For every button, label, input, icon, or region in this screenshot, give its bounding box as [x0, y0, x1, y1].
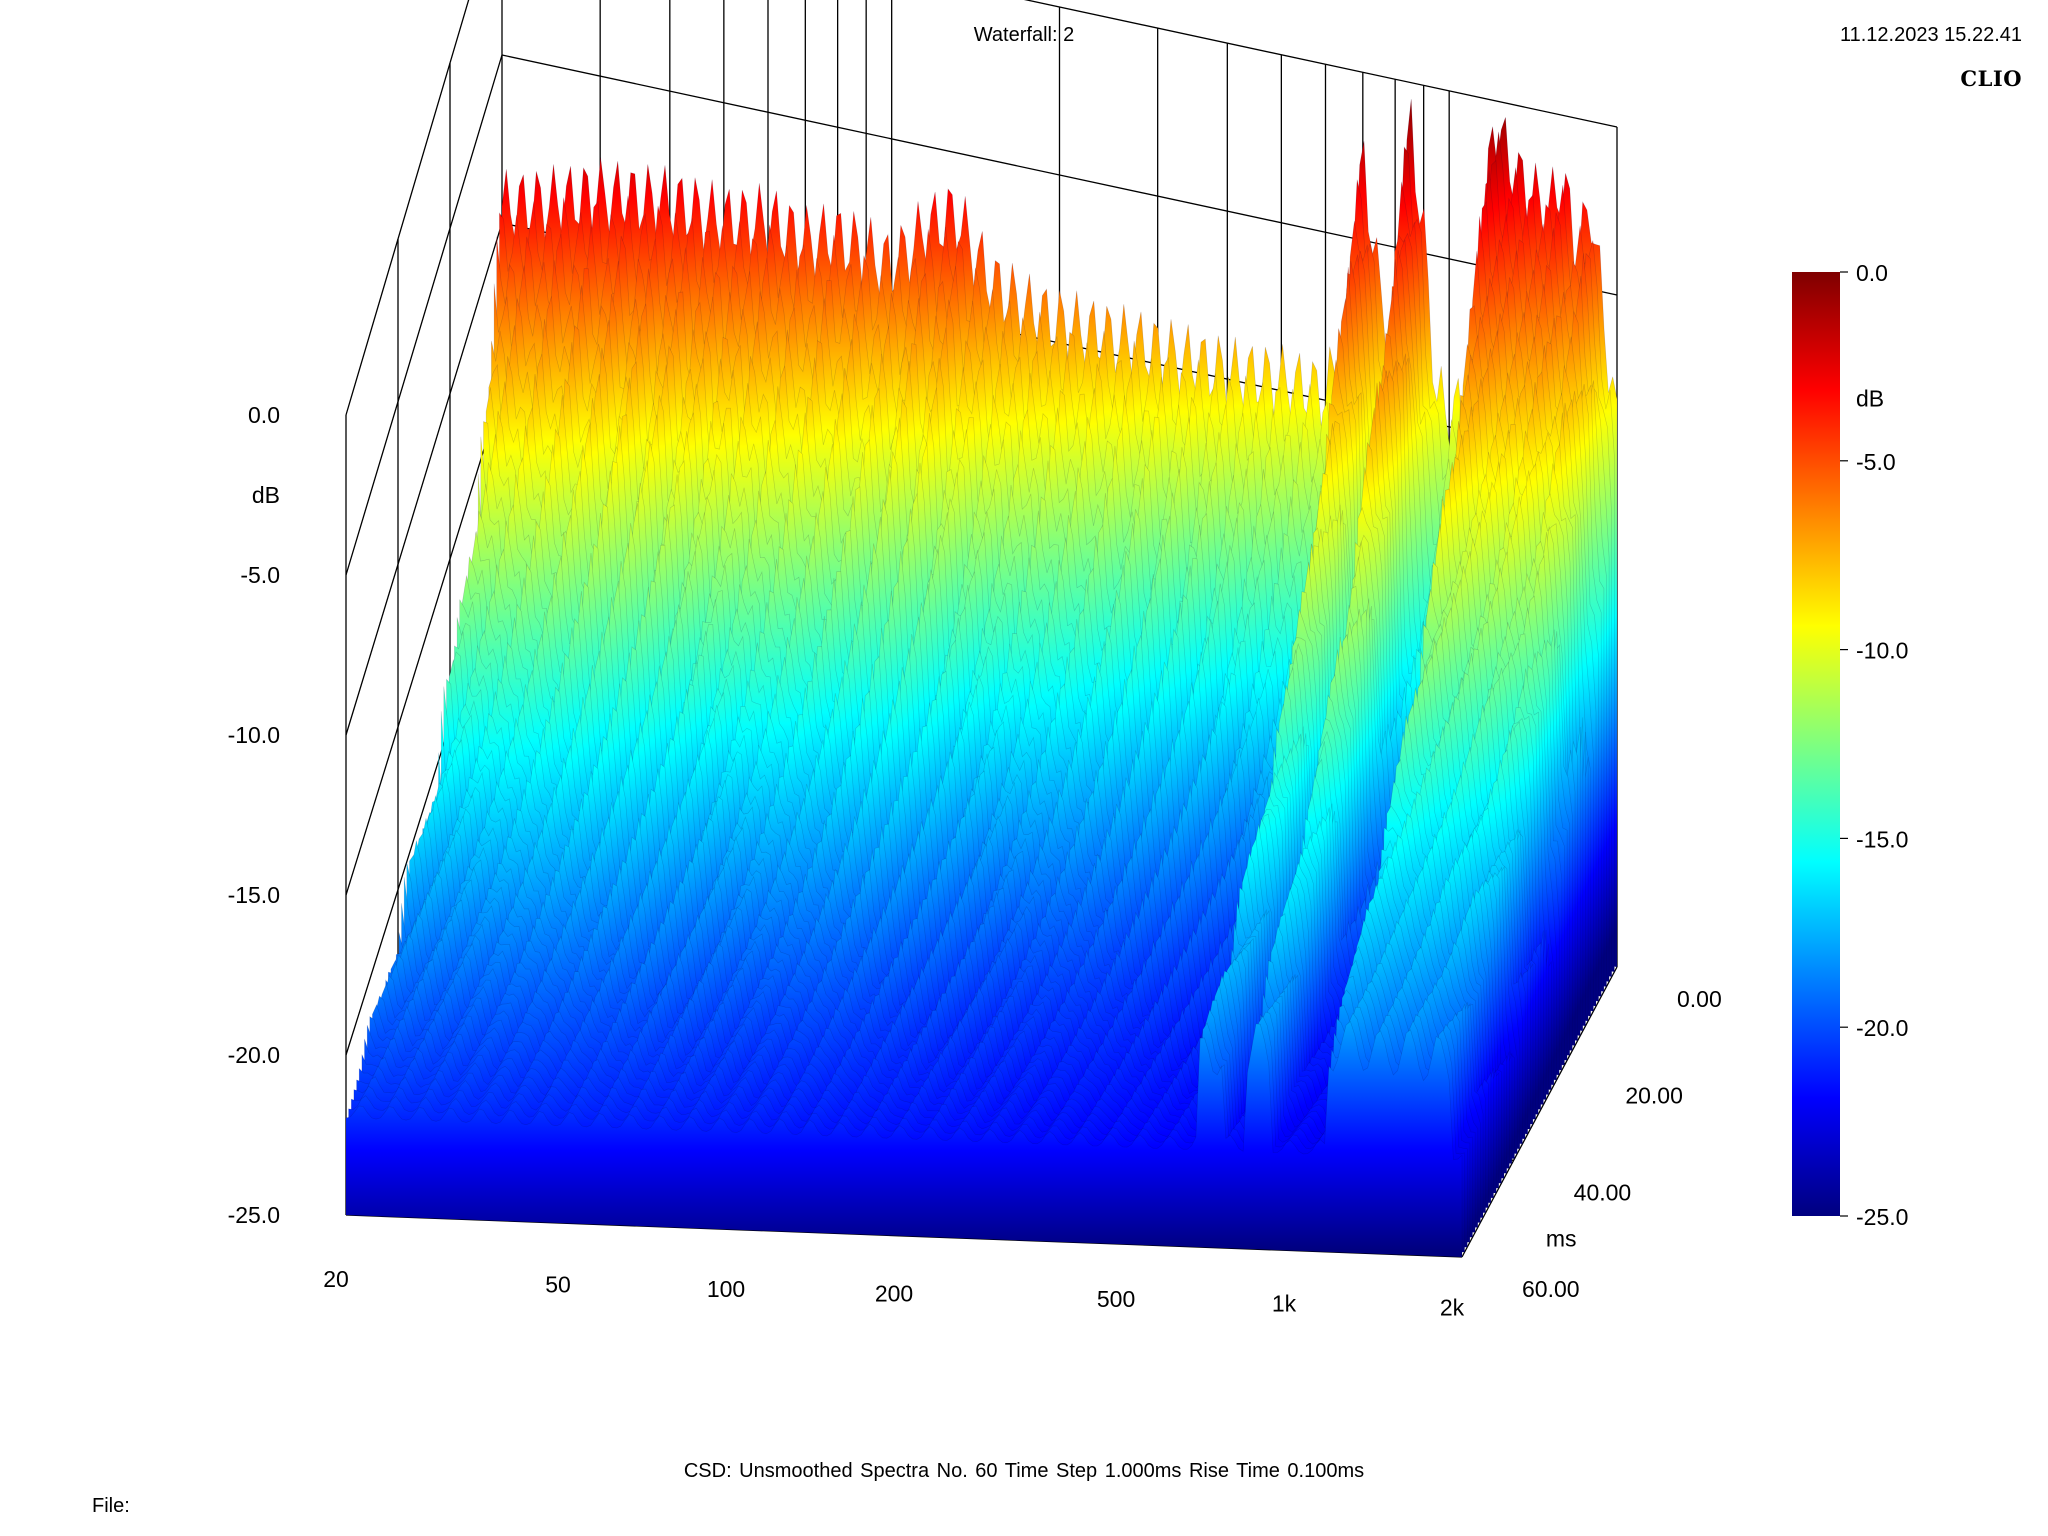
time-tick-label: 40.00: [1574, 1179, 1632, 1205]
time-tick-label: 60.00: [1522, 1276, 1580, 1302]
footer-measurement-info: CSD: Unsmoothed Spectra No. 60 Time Step…: [683, 1460, 1365, 1482]
time-axis-label: ms: [1546, 1226, 1577, 1252]
freq-tick-label: 200: [875, 1280, 913, 1306]
freq-tick-label: 2k: [1440, 1295, 1465, 1321]
time-tick-label: 0.00: [1677, 986, 1722, 1012]
db-tick-label: -25.0: [228, 1202, 280, 1228]
time-tick-label: 20.00: [1625, 1083, 1683, 1109]
db-tick-label: -5.0: [240, 562, 280, 588]
brand-logo: CLIO: [1960, 66, 2022, 91]
spectrum-slice: [345, 1020, 1463, 1258]
axis-labels: 0.0 -5.0 -10.0 -15.0 -20.0 -25.0 dB 20 50 100 200 5…: [228, 402, 1722, 1321]
colorbar-tick-label: -10.0: [1856, 638, 1908, 664]
left-top-edge: [345, 0, 470, 416]
db-tick-label: -20.0: [228, 1042, 280, 1068]
left-wall-db-gridline: [345, 54, 503, 576]
colorbar: 0.0 -5.0 -10.0 -15.0 -20.0 -25.0 dB: [1792, 260, 1908, 1230]
freq-tick-label: 20: [323, 1266, 349, 1292]
colorbar-tick-label: -15.0: [1856, 826, 1908, 852]
waterfall-surface: [345, 98, 1618, 1258]
colorbar-tick-label: -20.0: [1856, 1015, 1908, 1041]
colorbar-unit-label: dB: [1856, 386, 1884, 412]
freq-tick-label: 500: [1097, 1286, 1135, 1312]
file-label: File:: [92, 1495, 130, 1517]
db-tick-label: -15.0: [228, 882, 280, 908]
left-wall-db-gridline: [345, 390, 503, 896]
db-tick-label: 0.0: [248, 402, 280, 428]
db-tick-label: -10.0: [228, 722, 280, 748]
freq-tick-label: 50: [545, 1272, 571, 1298]
colorbar-tick-label: -25.0: [1856, 1204, 1908, 1230]
left-wall-db-gridline: [345, 222, 503, 736]
db-axis-label: dB: [252, 482, 280, 508]
chart-title: Waterfall: 2: [973, 24, 1075, 46]
colorbar-rect: [1792, 272, 1840, 1216]
timestamp: 11.12.2023 15.22.41: [1839, 24, 2022, 46]
colorbar-tick-label: -5.0: [1856, 449, 1896, 475]
right-base-edge: [1461, 966, 1618, 1258]
colorbar-tick-label: 0.0: [1856, 260, 1888, 286]
freq-tick-label: 100: [707, 1276, 745, 1302]
freq-tick-label: 1k: [1272, 1290, 1297, 1316]
